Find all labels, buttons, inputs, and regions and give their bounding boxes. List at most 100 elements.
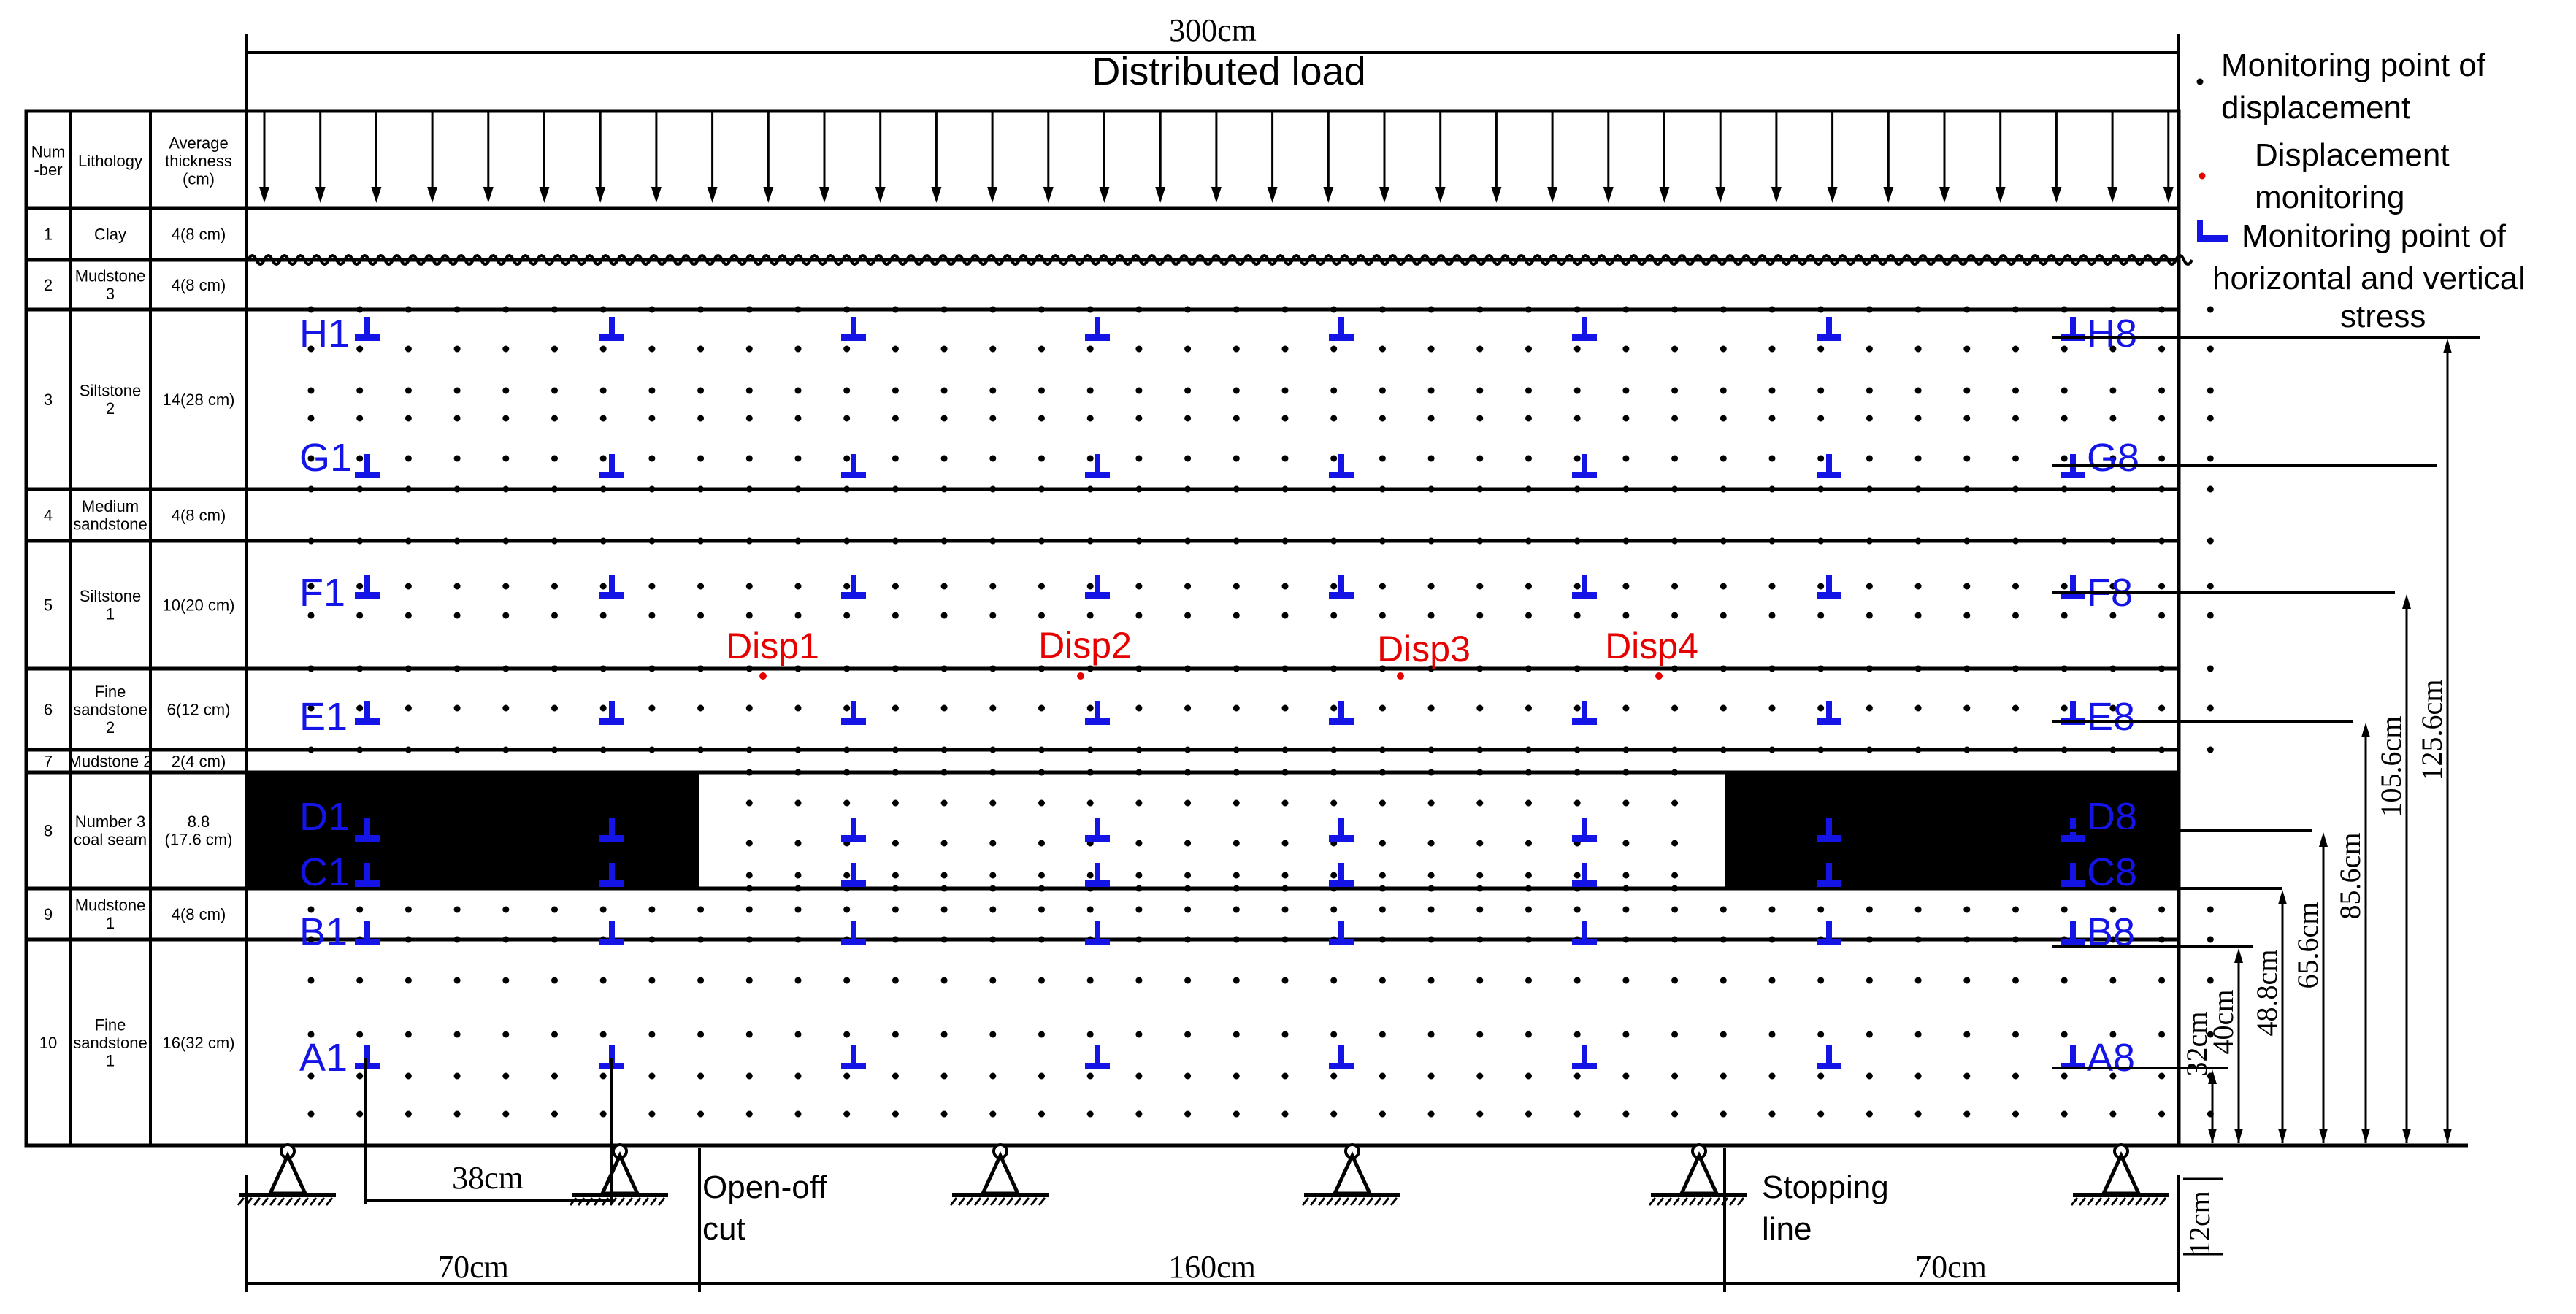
stress-gauge-icon	[2061, 575, 2085, 599]
displacement-point	[1379, 936, 1386, 943]
displacement-point	[1866, 1110, 1873, 1118]
displacement-point	[1622, 455, 1630, 462]
gauge-label-left: F1	[299, 571, 345, 615]
displacement-point	[1866, 906, 1873, 913]
displacement-point	[1768, 1031, 1776, 1038]
displacement-point	[1038, 977, 1045, 984]
displacement-point	[1233, 885, 1240, 892]
displacement-point	[794, 885, 802, 892]
displacement-point	[1914, 415, 1922, 422]
displacement-point	[2012, 485, 2019, 493]
displacement-point	[1573, 1072, 1581, 1080]
displacement-point	[1817, 977, 1825, 984]
displacement-point	[1038, 387, 1045, 394]
displacement-point	[502, 537, 510, 545]
displacement-point	[1184, 1031, 1192, 1038]
displacement-point	[940, 769, 948, 776]
gauge-stem	[1095, 1045, 1100, 1066]
displacement-point	[1720, 387, 1727, 394]
displacement-point	[1866, 936, 1873, 943]
gauge-base	[841, 472, 866, 478]
displacement-point	[551, 345, 558, 353]
load-arrow-head	[1659, 187, 1670, 203]
displacement-point	[1379, 885, 1386, 892]
displacement-point	[599, 1072, 607, 1080]
displacement-point	[1671, 872, 1679, 879]
displacement-point	[1135, 415, 1143, 422]
stress-gauge-icon	[599, 575, 624, 599]
gauge-stem	[364, 818, 370, 838]
row-number: 1	[44, 225, 53, 243]
gauge-base	[1329, 835, 1354, 842]
gauge-stem	[1338, 575, 1344, 595]
displacement-point	[745, 537, 753, 545]
support-hatch	[1030, 1197, 1038, 1206]
displacement-point	[307, 1072, 315, 1080]
distributed-load-label: Distributed load	[1092, 50, 1365, 93]
displacement-point	[697, 485, 705, 493]
displacement-point	[989, 415, 997, 422]
displacement-point	[1379, 455, 1386, 462]
row-lithology: Clay	[94, 225, 126, 243]
load-arrow-head	[2051, 187, 2062, 203]
displacement-point	[1768, 537, 1776, 545]
displacement-point	[1379, 704, 1386, 712]
displacement-point	[356, 977, 364, 984]
support-triangle	[1679, 1151, 1720, 1196]
stress-gauge-icon	[1817, 818, 1841, 842]
displacement-point	[1720, 583, 1727, 590]
displacement-point	[1914, 704, 1922, 712]
gauge-stem	[1095, 317, 1100, 337]
displacement-point	[1963, 1110, 1971, 1118]
displacement-point	[2061, 665, 2068, 672]
displacement-point	[1086, 387, 1094, 394]
displacement-point	[1233, 306, 1240, 313]
displacement-point	[1427, 306, 1435, 313]
displacement-point	[1379, 872, 1386, 879]
gauge-label-left: E1	[299, 695, 348, 739]
displacement-point	[1914, 583, 1922, 590]
displacement-point	[2012, 906, 2019, 913]
displacement-point	[1038, 936, 1045, 943]
displacement-point	[1866, 583, 1873, 590]
displacement-point	[2109, 1031, 2117, 1038]
gauge-base	[1817, 939, 1841, 945]
load-arrow-head	[819, 187, 829, 203]
gauge-base	[355, 880, 380, 887]
displacement-point	[1963, 345, 1971, 353]
support-hatch	[2134, 1197, 2143, 1206]
displacement-point	[2158, 977, 2166, 984]
displacement-point	[1622, 665, 1630, 672]
displacement-point	[405, 1072, 412, 1080]
displacement-point	[1184, 612, 1192, 619]
displacement-point	[551, 306, 558, 313]
row-number: 6	[44, 700, 53, 718]
support-hatch	[1680, 1197, 1689, 1206]
displacement-point	[1866, 455, 1873, 462]
displacement-point	[1671, 306, 1679, 313]
gauge-stem	[851, 317, 856, 337]
height-dimension-label: 125.6cm	[2415, 680, 2448, 781]
load-arrow-head	[371, 187, 382, 203]
displacement-point	[1379, 746, 1386, 753]
displacement-point	[1184, 1072, 1192, 1080]
displacement-point	[892, 306, 899, 313]
displacement-point	[2109, 415, 2117, 422]
displacement-point	[940, 840, 948, 847]
load-arrow-head	[987, 187, 998, 203]
displacement-point	[1233, 1031, 1240, 1038]
pin-support-icon	[569, 1143, 668, 1206]
displacement-point	[599, 1031, 607, 1038]
displacement-point	[2061, 387, 2068, 394]
gauge-stem	[2070, 921, 2076, 942]
load-arrow-head	[1155, 187, 1166, 203]
displacement-point	[1427, 885, 1435, 892]
displacement-point	[892, 906, 899, 913]
displacement-point	[405, 1110, 412, 1118]
displacement-point	[1720, 612, 1727, 619]
displacement-point	[1086, 977, 1094, 984]
load-arrow-head	[427, 187, 438, 203]
displacement-point	[2207, 306, 2214, 313]
gauge-base	[841, 939, 866, 945]
